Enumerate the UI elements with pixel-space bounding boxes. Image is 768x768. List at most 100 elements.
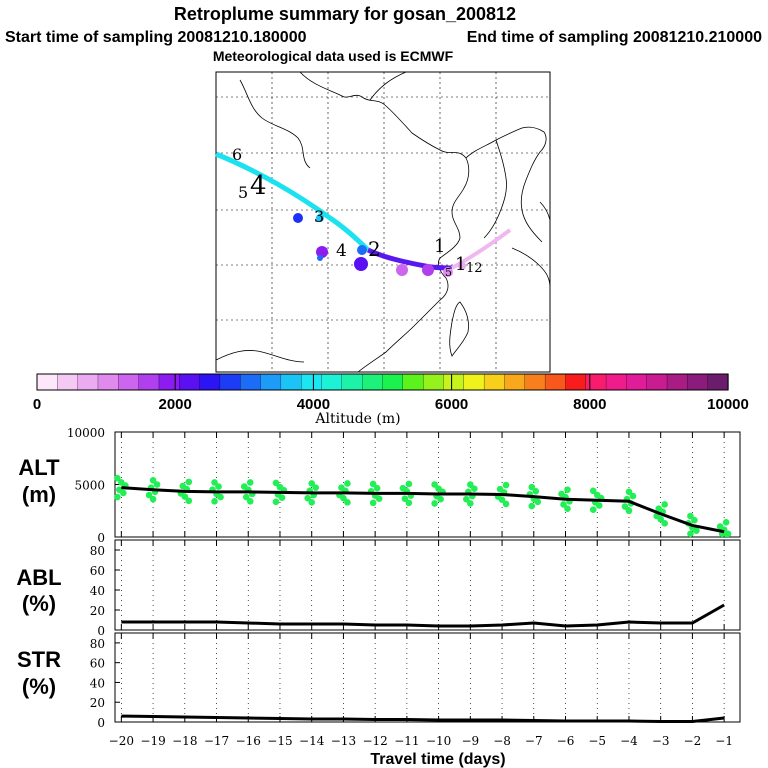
alt-scatter-point xyxy=(625,507,633,515)
alt-scatter-point xyxy=(149,477,157,484)
alt-scatter-point xyxy=(629,492,637,500)
cluster-points xyxy=(293,213,466,277)
colorbar-segment xyxy=(321,373,343,391)
colorbar-tick-label: 4000 xyxy=(297,396,330,413)
met-data-label: Meteorological data used is ECMWF xyxy=(213,48,454,64)
abl-panel: 80 60 40 20 0 xyxy=(90,539,741,638)
alt-scatter-point xyxy=(272,479,280,487)
alt-scatter-point xyxy=(496,485,504,493)
str-label: STR xyxy=(17,647,61,672)
colorbar-tick-label: 8000 xyxy=(573,396,606,413)
x-tick-label: −19 xyxy=(140,734,165,748)
colorbar-segment xyxy=(565,373,587,391)
chart-title: Retroplume summary for gosan_200812 xyxy=(174,4,516,24)
alt-panel: 10000 5000 0 xyxy=(67,426,741,545)
alt-scatter-point xyxy=(338,484,345,491)
colorbar-segment xyxy=(179,373,201,391)
y-tick-label: 10000 xyxy=(67,426,105,440)
alt-scatter-point xyxy=(308,499,316,506)
x-tick-label: −15 xyxy=(267,734,292,748)
alt-scatter-point xyxy=(532,488,540,495)
colorbar-segment xyxy=(626,373,648,391)
alt-scatter-point xyxy=(308,480,316,487)
x-tick-label: −6 xyxy=(557,734,575,748)
alt-scatter-point xyxy=(463,495,470,503)
colorbar-segment xyxy=(260,373,282,391)
trajectory-lower xyxy=(451,228,512,270)
cluster-dot xyxy=(317,255,323,261)
map-coastlines xyxy=(215,71,551,373)
alt-scatter-point xyxy=(405,480,413,488)
y-tick-label: 20 xyxy=(90,604,105,618)
cluster-dot xyxy=(396,264,408,276)
colorbar-segment xyxy=(483,373,506,391)
alt-scatter-point xyxy=(246,498,254,505)
alt-scatter-point xyxy=(502,481,510,489)
cluster-dot xyxy=(354,257,368,271)
panel-frame xyxy=(114,431,741,538)
x-tick-label: −11 xyxy=(394,734,419,748)
alt-scatter-point xyxy=(560,501,567,508)
colorbar-segment xyxy=(77,373,99,391)
alt-scatter-point xyxy=(528,483,536,491)
alt-scatter-point xyxy=(691,516,698,524)
alt-scatter-point xyxy=(304,494,312,502)
y-tick-label: 5000 xyxy=(74,479,105,493)
colorbar-segment xyxy=(524,373,546,391)
colorbar-segment xyxy=(605,373,628,391)
map-gridlines xyxy=(216,72,550,372)
x-tick-label: −5 xyxy=(588,734,606,748)
colorbar-ticks: 0 2000 4000 6000 8000 10000 xyxy=(33,374,749,413)
x-tick-label: −7 xyxy=(525,734,543,748)
colorbar-segment xyxy=(382,373,404,391)
colorbar-tick-label: 6000 xyxy=(435,396,468,413)
colorbar-segment xyxy=(422,373,445,391)
cluster-dot xyxy=(443,267,453,277)
altitude-colorbar: 0 2000 4000 6000 8000 10000 Altitude (m) xyxy=(33,373,749,427)
x-tick-label: −1 xyxy=(715,734,733,748)
colorbar-segment xyxy=(463,373,485,391)
colorbar-segment xyxy=(443,373,465,391)
x-axis-title: Travel time (days) xyxy=(370,751,505,768)
colorbar-tick-label: 2000 xyxy=(159,396,192,413)
day-label-4-large: 4 xyxy=(250,171,267,201)
colorbar-segment xyxy=(301,373,323,391)
alt-scatter-point xyxy=(215,483,222,490)
colorbar-segment xyxy=(199,373,221,391)
alt-scatter-point xyxy=(589,506,597,513)
trajectory-upper xyxy=(215,151,370,252)
day-labels: 6 4 5 3 4 2 1 1 5 12 xyxy=(232,145,483,279)
day-label-4: 4 xyxy=(336,241,347,261)
alt-scatter-point xyxy=(724,530,732,538)
alt-scatter-point xyxy=(114,493,121,501)
alt-scatter-point xyxy=(558,490,565,498)
alt-scatter-point xyxy=(185,497,193,505)
colorbar-segment xyxy=(687,373,709,391)
alt-scatter-point xyxy=(185,478,193,486)
day-label-3: 3 xyxy=(314,207,324,226)
x-tick-label: −8 xyxy=(493,734,511,748)
alt-scatter-point xyxy=(435,485,442,493)
colorbar-segment xyxy=(57,373,79,391)
colorbar-segment xyxy=(544,373,567,391)
colorbar-tick-label: 0 xyxy=(33,396,41,413)
abl-unit: (%) xyxy=(22,591,56,616)
cluster-dot xyxy=(316,246,328,258)
alt-scatter-point xyxy=(471,485,478,493)
x-tick-label: −13 xyxy=(331,734,356,748)
alt-scatter-point xyxy=(344,480,351,487)
alt-scatter-point xyxy=(149,495,157,503)
alt-scatter-point xyxy=(593,491,601,499)
x-tick-label: −20 xyxy=(109,734,134,748)
panel-frame xyxy=(114,632,741,723)
x-tick-label: −2 xyxy=(684,734,702,748)
alt-scatter-point xyxy=(564,505,571,512)
y-tick-label: 0 xyxy=(97,531,105,545)
colorbar-segment xyxy=(402,373,424,391)
colorbar-segment xyxy=(138,373,160,391)
cluster-dot xyxy=(357,245,367,255)
str-unit: (%) xyxy=(22,674,56,699)
y-tick-label: 80 xyxy=(90,544,105,558)
cluster-dot xyxy=(422,264,434,276)
x-tick-label: −3 xyxy=(652,734,670,748)
